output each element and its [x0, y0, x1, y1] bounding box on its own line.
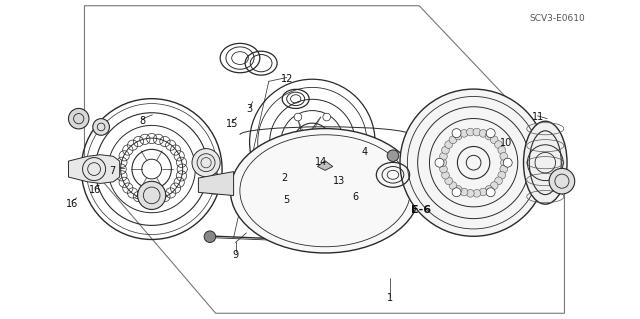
Text: 2: 2: [282, 173, 288, 183]
Text: 3: 3: [246, 104, 253, 114]
Ellipse shape: [524, 121, 567, 204]
Text: 12: 12: [280, 74, 293, 84]
Circle shape: [192, 149, 220, 177]
Text: 8: 8: [139, 115, 145, 126]
Circle shape: [479, 188, 487, 196]
Circle shape: [445, 141, 452, 148]
Circle shape: [93, 119, 109, 135]
Text: 1: 1: [387, 293, 394, 303]
Text: 4: 4: [362, 147, 368, 158]
Circle shape: [440, 165, 447, 173]
Circle shape: [294, 113, 302, 121]
Circle shape: [204, 174, 225, 194]
Circle shape: [486, 188, 495, 197]
Circle shape: [473, 128, 481, 136]
Circle shape: [454, 186, 462, 193]
Circle shape: [479, 130, 487, 137]
Circle shape: [435, 158, 444, 167]
Circle shape: [442, 146, 449, 154]
Circle shape: [280, 138, 287, 146]
Circle shape: [439, 159, 447, 167]
Text: 7: 7: [109, 166, 115, 176]
Text: 16: 16: [65, 198, 78, 209]
Text: 5: 5: [284, 195, 290, 205]
Circle shape: [440, 152, 447, 160]
Circle shape: [460, 188, 468, 196]
Polygon shape: [68, 155, 120, 183]
Circle shape: [68, 108, 89, 129]
Circle shape: [323, 163, 330, 171]
Circle shape: [138, 181, 166, 210]
Circle shape: [485, 132, 493, 140]
Circle shape: [452, 129, 461, 137]
Text: E-6: E-6: [411, 205, 431, 215]
Text: 6: 6: [352, 192, 358, 202]
Circle shape: [400, 89, 547, 236]
Circle shape: [498, 146, 506, 154]
Polygon shape: [198, 172, 234, 196]
Text: 10: 10: [499, 138, 512, 148]
Circle shape: [549, 168, 575, 194]
Circle shape: [323, 113, 330, 121]
Circle shape: [490, 182, 498, 189]
Circle shape: [294, 163, 302, 171]
Text: 14: 14: [315, 157, 328, 167]
Circle shape: [337, 138, 345, 146]
Circle shape: [387, 150, 399, 161]
Circle shape: [449, 136, 457, 144]
Circle shape: [473, 189, 481, 197]
Circle shape: [454, 132, 462, 140]
Circle shape: [460, 130, 468, 137]
Circle shape: [498, 171, 506, 179]
Text: SCV3-E0610: SCV3-E0610: [529, 14, 585, 23]
Circle shape: [445, 177, 452, 185]
Circle shape: [486, 129, 495, 137]
Text: 9: 9: [232, 249, 239, 260]
Ellipse shape: [230, 129, 420, 253]
Circle shape: [452, 188, 461, 197]
Text: 15: 15: [225, 119, 238, 129]
Circle shape: [500, 165, 508, 173]
Circle shape: [442, 171, 449, 179]
Circle shape: [495, 141, 502, 148]
Circle shape: [500, 159, 508, 167]
Circle shape: [495, 177, 502, 185]
Circle shape: [500, 152, 508, 160]
Circle shape: [485, 186, 493, 193]
Circle shape: [449, 182, 457, 189]
Circle shape: [467, 128, 474, 136]
Text: 13: 13: [333, 176, 346, 186]
Circle shape: [467, 189, 474, 197]
Text: 11: 11: [531, 112, 544, 122]
Circle shape: [503, 158, 512, 167]
Polygon shape: [317, 161, 333, 170]
Circle shape: [490, 136, 498, 144]
Text: 16: 16: [88, 185, 101, 195]
Circle shape: [204, 231, 216, 242]
